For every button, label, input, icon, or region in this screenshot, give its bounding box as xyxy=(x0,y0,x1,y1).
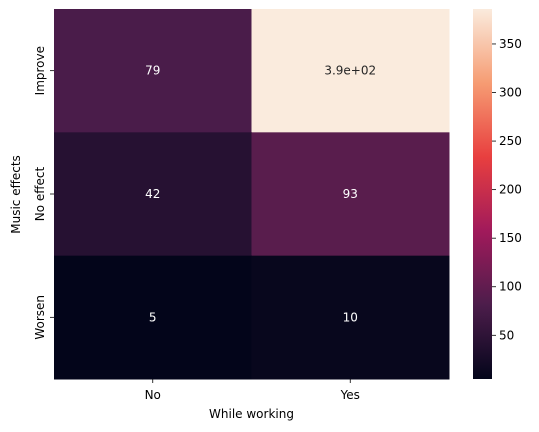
colorbar xyxy=(473,9,492,379)
y-tick-label: Improve xyxy=(33,46,47,95)
y-tick-label: Worsen xyxy=(33,295,47,340)
x-axis: No Yes xyxy=(145,379,360,402)
colorbar-tick-label: 50 xyxy=(499,328,514,342)
heatmap-cell xyxy=(54,9,252,133)
colorbar-tick-label: 150 xyxy=(499,231,522,245)
cell-annotation: 79 xyxy=(145,64,160,78)
cell-annotation: 3.9e+02 xyxy=(324,64,376,78)
colorbar-tick-label: 300 xyxy=(499,86,522,100)
heatmap-cell xyxy=(251,255,450,380)
heatmap-cell xyxy=(54,132,252,257)
x-tick-label: Yes xyxy=(340,388,360,402)
x-tick-label: No xyxy=(145,388,161,402)
cell-annotations: 79 3.9e+02 42 93 5 10 xyxy=(145,64,376,325)
cell-annotation: 10 xyxy=(343,310,358,324)
cell-annotation: 42 xyxy=(145,187,160,201)
colorbar-tick-label: 350 xyxy=(499,37,522,51)
y-tick-label: No effect xyxy=(33,166,47,221)
colorbar-tick-label: 200 xyxy=(499,183,522,197)
y-axis-label: Music effects xyxy=(9,155,23,234)
y-axis: Improve No effect Worsen xyxy=(33,46,54,340)
x-axis-label: While working xyxy=(209,407,294,421)
cell-annotation: 5 xyxy=(149,310,157,324)
cell-annotation: 93 xyxy=(343,187,358,201)
heatmap-cell xyxy=(251,132,450,257)
colorbar-tick-label: 100 xyxy=(499,280,522,294)
colorbar-ticks: 50 100 150 200 250 300 350 xyxy=(492,37,522,342)
heatmap-cell xyxy=(251,9,450,133)
heatmap-cells xyxy=(54,9,450,380)
heatmap-cell xyxy=(54,255,252,380)
colorbar-tick-label: 250 xyxy=(499,134,522,148)
